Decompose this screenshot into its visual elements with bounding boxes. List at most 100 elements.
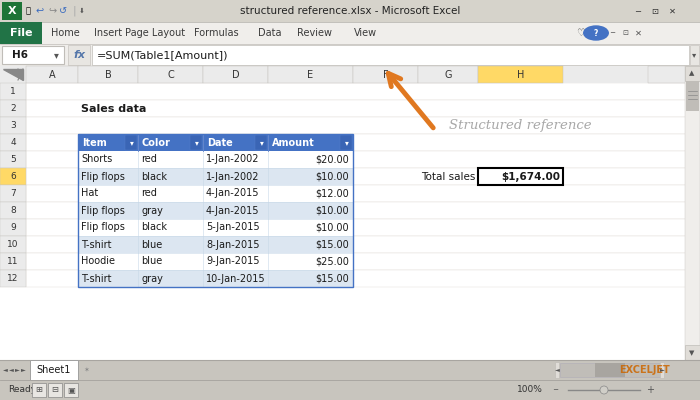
Text: ⊟: ⊟ <box>52 386 59 394</box>
Bar <box>78 66 138 83</box>
Text: 100%: 100% <box>517 386 543 394</box>
Text: 8: 8 <box>10 206 16 215</box>
Text: ▼: ▼ <box>690 350 694 356</box>
Text: 3: 3 <box>10 121 16 130</box>
Bar <box>0 83 26 100</box>
Bar <box>78 270 353 287</box>
Text: Shorts: Shorts <box>81 154 112 164</box>
Bar <box>0 117 26 134</box>
Text: ─: ─ <box>610 30 614 36</box>
Text: $15.00: $15.00 <box>315 274 349 284</box>
Text: ⊡: ⊡ <box>622 30 628 36</box>
Bar <box>26 117 700 134</box>
Bar <box>0 253 26 270</box>
Text: F: F <box>383 70 389 80</box>
Bar <box>78 185 353 202</box>
Text: $12.00: $12.00 <box>315 188 349 198</box>
Text: ▲: ▲ <box>690 70 694 76</box>
Text: Hoodie: Hoodie <box>81 256 115 266</box>
Text: ▾: ▾ <box>344 138 349 147</box>
Bar <box>555 362 559 378</box>
Text: ⊡: ⊡ <box>652 6 659 16</box>
Text: H6: H6 <box>12 50 28 60</box>
Bar <box>560 363 660 377</box>
Bar <box>255 135 267 150</box>
Bar <box>0 22 700 44</box>
Text: 8-Jan-2015: 8-Jan-2015 <box>206 240 260 250</box>
Bar <box>78 134 353 287</box>
Bar <box>0 22 42 44</box>
Text: EXCELJET: EXCELJET <box>620 365 671 375</box>
Text: 5-Jan-2015: 5-Jan-2015 <box>206 222 260 232</box>
Bar <box>268 66 353 83</box>
Text: Home: Home <box>50 28 79 38</box>
Text: ↩: ↩ <box>36 6 44 16</box>
Bar <box>0 202 26 219</box>
Bar <box>0 0 700 22</box>
Bar <box>353 66 418 83</box>
Bar <box>26 253 700 270</box>
Text: Color: Color <box>142 138 171 148</box>
Text: H: H <box>517 70 524 80</box>
Text: 11: 11 <box>7 257 19 266</box>
Bar <box>660 362 664 378</box>
Bar <box>0 151 26 168</box>
Text: |: | <box>72 6 76 16</box>
Bar <box>30 360 78 380</box>
Text: ▾: ▾ <box>195 138 198 147</box>
Text: C: C <box>167 70 174 80</box>
Text: fx: fx <box>73 50 85 60</box>
Text: red: red <box>141 154 157 164</box>
Text: $25.00: $25.00 <box>315 256 349 266</box>
Bar <box>685 345 700 360</box>
Text: Flip flops: Flip flops <box>81 172 125 182</box>
Text: D: D <box>232 70 239 80</box>
Text: gray: gray <box>141 274 163 284</box>
Text: black: black <box>141 222 167 232</box>
Text: structured reference.xlsx - Microsoft Excel: structured reference.xlsx - Microsoft Ex… <box>240 6 460 16</box>
Text: +: + <box>646 385 654 395</box>
Bar <box>686 81 699 111</box>
Text: $10.00: $10.00 <box>316 206 349 216</box>
Bar <box>64 383 78 397</box>
Polygon shape <box>3 69 23 80</box>
Text: ─: ─ <box>553 387 557 393</box>
Text: File: File <box>10 28 32 38</box>
Text: ↺: ↺ <box>59 6 67 16</box>
Text: 1: 1 <box>10 87 16 96</box>
Text: ►: ► <box>15 368 20 372</box>
Bar <box>2 2 22 20</box>
Text: red: red <box>141 188 157 198</box>
Text: Sheet1: Sheet1 <box>37 365 71 375</box>
Bar <box>26 151 700 168</box>
Text: ✕: ✕ <box>668 6 676 16</box>
Bar <box>340 135 352 150</box>
Text: 7: 7 <box>10 189 16 198</box>
Bar <box>690 45 699 65</box>
Circle shape <box>600 386 608 394</box>
Bar <box>0 270 26 287</box>
Bar <box>0 134 26 151</box>
Text: Formulas: Formulas <box>194 28 238 38</box>
Text: ↪: ↪ <box>48 6 56 16</box>
Text: 1-Jan-2002: 1-Jan-2002 <box>206 154 260 164</box>
Text: T-shirt: T-shirt <box>81 274 111 284</box>
Text: $20.00: $20.00 <box>315 154 349 164</box>
Bar <box>478 66 563 83</box>
Text: blue: blue <box>141 256 162 266</box>
Bar <box>26 219 700 236</box>
Bar <box>0 100 26 117</box>
Bar <box>26 66 78 83</box>
Text: ▾: ▾ <box>130 138 134 147</box>
Bar <box>48 383 62 397</box>
Text: ►: ► <box>659 368 664 372</box>
Text: ─: ─ <box>636 6 640 16</box>
Bar <box>26 134 700 151</box>
Text: 9-Jan-2015: 9-Jan-2015 <box>206 256 260 266</box>
Text: 10: 10 <box>7 240 19 249</box>
Text: G: G <box>444 70 452 80</box>
Bar <box>78 236 353 253</box>
Bar <box>478 168 563 185</box>
Text: Structured reference: Structured reference <box>449 119 592 132</box>
Text: ✕: ✕ <box>634 28 641 38</box>
